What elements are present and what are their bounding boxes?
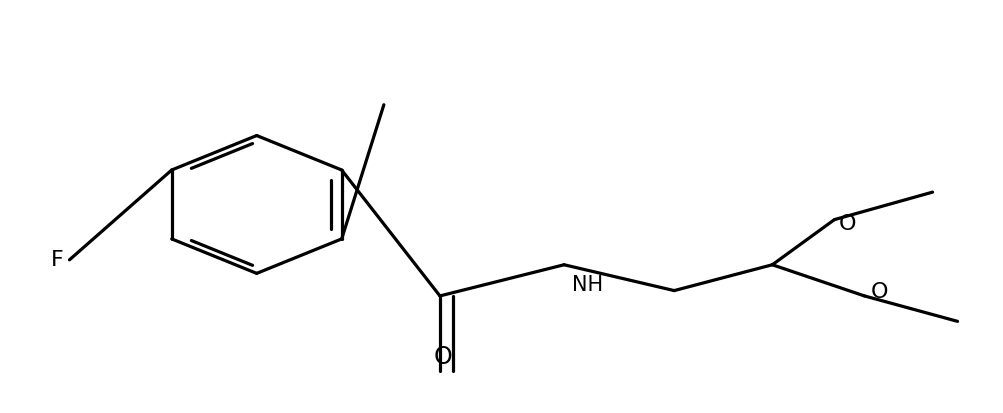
Text: O: O (433, 344, 452, 368)
Text: O: O (838, 214, 856, 234)
Text: NH: NH (572, 275, 603, 295)
Text: O: O (870, 282, 887, 302)
Text: F: F (51, 250, 63, 270)
